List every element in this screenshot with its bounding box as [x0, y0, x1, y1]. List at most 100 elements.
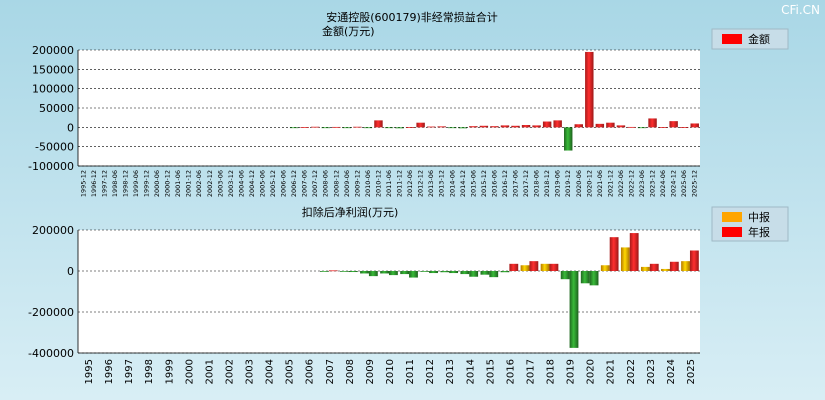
chart1-xtick-2003-12: 2003-12 — [227, 170, 235, 197]
chart1-xtick-2022-12: 2022-12 — [627, 170, 635, 197]
chart2-bar-2013-中报 — [440, 271, 450, 273]
chart2-xtick-2002: 2002 — [224, 359, 235, 384]
chart1-bar-2022-12 — [627, 126, 636, 128]
chart2-xtick-2015: 2015 — [485, 359, 496, 384]
chart1-bar-2008-06 — [321, 127, 330, 129]
chart2-xtick-2021: 2021 — [606, 359, 617, 384]
chart1-bar-2015-06 — [469, 126, 478, 128]
chart1-bar-2014-06 — [448, 127, 457, 129]
chart2-xtick-2004: 2004 — [265, 359, 276, 384]
chart2-bar-2015-年报 — [489, 271, 499, 278]
chart2-bar-2011-中报 — [400, 271, 410, 275]
chart1-bar-2023-06 — [637, 127, 647, 129]
chart2-bar-2021-中报 — [600, 265, 610, 271]
chart2-bar-2019-中报 — [560, 271, 570, 280]
chart1-title: 安通控股(600179)非经常损益合计 — [326, 10, 498, 24]
chart1-ylabel: 金额(万元) — [322, 24, 375, 38]
chart1-legend-swatch-0 — [722, 34, 742, 44]
chart1-xtick-2025-12: 2025-12 — [691, 170, 699, 197]
chart2-bar-2008-年报 — [348, 271, 358, 273]
chart2-bar-2023-年报 — [649, 263, 659, 271]
chart2-xtick-1999: 1999 — [164, 359, 175, 384]
chart1-xtick-2013-12: 2013-12 — [438, 170, 446, 197]
chart1-xtick-2018-12: 2018-12 — [543, 170, 551, 197]
chart1-xtick-2010-06: 2010-06 — [364, 170, 372, 197]
chart1-bar-2025-12 — [690, 123, 699, 128]
chart1-bar-2017-12 — [521, 125, 531, 128]
chart1-bar-2016-12 — [500, 125, 510, 128]
chart1-xtick-2014-06: 2014-06 — [448, 170, 456, 197]
chart2-ytick-1: 0 — [67, 265, 74, 278]
chart2-bar-2014-中报 — [460, 271, 470, 275]
chart1-xtick-2012-06: 2012-06 — [406, 170, 414, 197]
chart2-ytick-0: 200000 — [32, 224, 74, 237]
chart2-bar-2012-中报 — [420, 271, 430, 272]
chart1-xtick-2017-12: 2017-12 — [522, 170, 530, 197]
chart1-xtick-2011-06: 2011-06 — [385, 170, 393, 197]
chart1-xtick-2004-06: 2004-06 — [237, 170, 245, 197]
chart2-xtick-2007: 2007 — [325, 359, 336, 384]
chart1-plot: 200000 150000 100000 50000 0 -50000 -100000 199… — [28, 44, 700, 197]
chart1-xtick-1995-12: 1995-12 — [79, 170, 87, 197]
chart1-bar-2024-12 — [669, 121, 678, 128]
chart1-xtick-2000-12: 2000-12 — [164, 170, 172, 197]
chart2-plot-bg — [78, 230, 700, 353]
chart1-bar-2019-06 — [553, 120, 562, 128]
chart1-legend-label-0: 金额 — [748, 32, 770, 46]
chart2-bar-2012-年报 — [429, 271, 438, 274]
chart1-bar-2018-06 — [532, 125, 541, 128]
chart2-xtick-2000: 2000 — [184, 359, 195, 384]
chart2-xtick-2012: 2012 — [425, 359, 436, 384]
chart2-bar-2011-年报 — [409, 271, 418, 278]
chart2-bar-2016-年报 — [509, 263, 519, 271]
chart1-ytick-1: 150000 — [32, 63, 74, 76]
chart1-xtick-2001-12: 2001-12 — [185, 170, 193, 197]
watermark: CFi.CN — [781, 3, 820, 17]
chart1-xtick-2006-12: 2006-12 — [290, 170, 298, 197]
chart1-xtick-2007-12: 2007-12 — [311, 170, 319, 197]
chart2-xtick-2013: 2013 — [445, 359, 456, 384]
chart1-bar-2025-06 — [679, 127, 689, 128]
chart1-xtick-2009-12: 2009-12 — [353, 170, 361, 197]
chart1-bar-2012-06 — [405, 127, 415, 128]
chart1-bar-2020-06 — [574, 124, 583, 128]
chart2-xtick-2024: 2024 — [666, 359, 677, 384]
chart1-xtick-2003-06: 2003-06 — [216, 170, 224, 197]
chart1-bar-2013-12 — [437, 126, 446, 128]
chart1-xtick-2015-12: 2015-12 — [480, 170, 488, 197]
chart1-bar-2009-12 — [353, 126, 362, 128]
chart1-ytick-3: 50000 — [39, 102, 74, 115]
chart1-xtick-2023-06: 2023-06 — [638, 170, 646, 197]
chart1-xtick-2018-06: 2018-06 — [533, 170, 541, 197]
chart2-xtick-2023: 2023 — [646, 359, 657, 384]
chart1-bar-2013-06 — [426, 126, 436, 128]
chart1-xtick-2002-06: 2002-06 — [195, 170, 203, 197]
chart1-xtick-2007-06: 2007-06 — [301, 170, 309, 197]
chart1-ytick-2: 100000 — [32, 83, 74, 96]
chart1-bar-2012-12 — [416, 122, 425, 128]
chart1-xtick-2000-06: 2000-06 — [153, 170, 161, 197]
chart1-xtick-2006-06: 2006-06 — [280, 170, 288, 197]
chart2-bar-2014-年报 — [469, 271, 479, 277]
chart1-bar-2020-12 — [585, 51, 594, 128]
chart1-plot-bg — [78, 50, 700, 166]
chart2-xtick-1995: 1995 — [84, 359, 95, 384]
chart1-xtick-2019-06: 2019-06 — [554, 170, 562, 197]
chart1-xtick-2008-12: 2008-12 — [332, 170, 340, 197]
chart1-xtick-1999-06: 1999-06 — [132, 170, 140, 197]
chart1-xtick-1996-12: 1996-12 — [90, 170, 98, 197]
chart2-xtick-2020: 2020 — [586, 359, 597, 384]
chart1-xtick-1999-12: 1999-12 — [143, 170, 151, 197]
chart1-ytick-0: 200000 — [32, 44, 74, 57]
chart1-bar-2021-12 — [606, 122, 615, 128]
chart1-bar-2021-06 — [595, 123, 605, 128]
chart1-bar-2010-12 — [374, 120, 383, 128]
chart1-xtick-2013-06: 2013-06 — [427, 170, 435, 197]
chart1-xtick-2001-06: 2001-06 — [174, 170, 182, 197]
chart2-bar-2025-年报 — [689, 250, 699, 271]
chart2-xtick-1996: 1996 — [104, 359, 115, 384]
chart2-legend-swatch-0 — [722, 212, 742, 222]
chart2-xtick-2008: 2008 — [345, 359, 356, 384]
chart1-xtick-2010-12: 2010-12 — [374, 170, 382, 197]
chart1-bar-2010-06 — [363, 127, 373, 129]
